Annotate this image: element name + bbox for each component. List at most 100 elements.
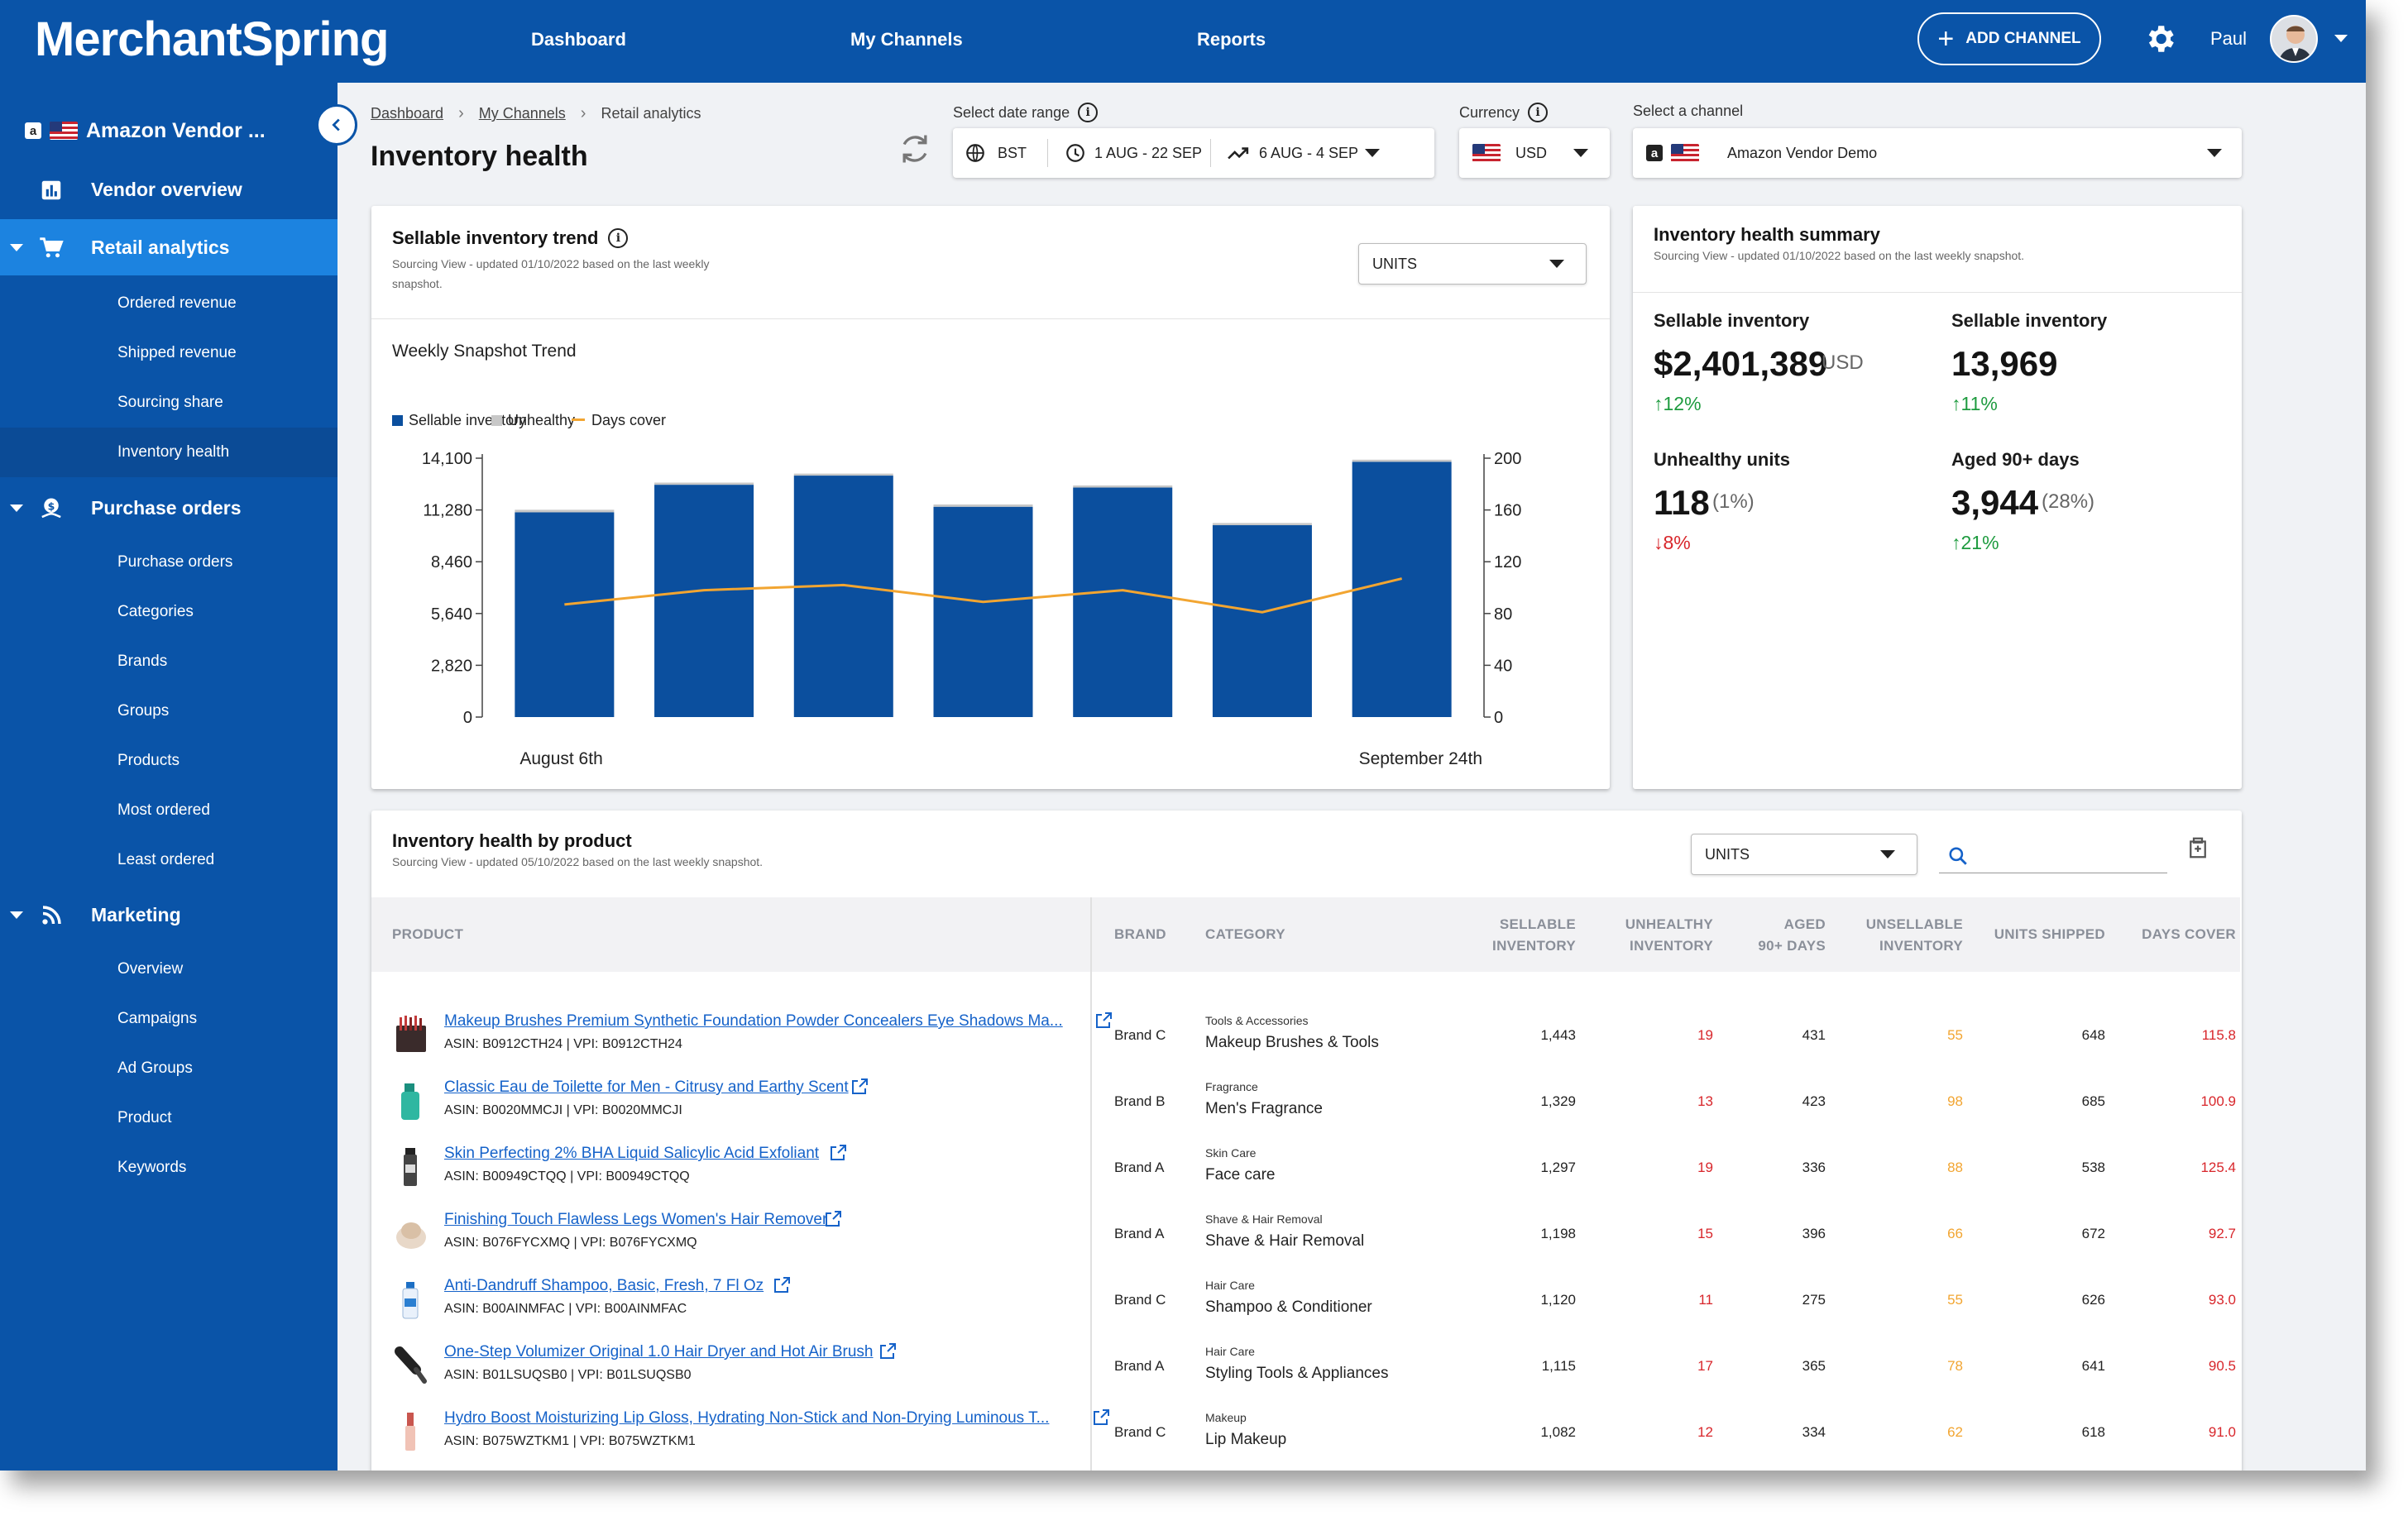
legend-unhealthy-swatch	[491, 415, 502, 426]
info-icon[interactable]: i	[1528, 103, 1549, 122]
product-link[interactable]: Finishing Touch Flawless Legs Women's Ha…	[444, 1211, 828, 1228]
sidebar-item-sourcing-share[interactable]: Sourcing share	[117, 394, 223, 411]
breadcrumb-my-channels[interactable]: My Channels	[478, 105, 566, 122]
legend-label: Unhealthy	[508, 412, 575, 428]
metric-delta-value: 12%	[1663, 393, 1702, 414]
product-thumbnail	[404, 1148, 417, 1186]
svg-text:$: $	[48, 500, 55, 512]
sidebar-item-brands[interactable]: Brands	[117, 653, 168, 670]
external-link-icon[interactable]	[823, 1209, 843, 1229]
external-link-icon[interactable]	[1091, 1408, 1111, 1428]
sidebar-item-ordered-revenue[interactable]: Ordered revenue	[117, 294, 237, 312]
frozen-column-divider	[1090, 1333, 1092, 1399]
info-icon[interactable]: i	[608, 228, 629, 248]
product-link[interactable]: Classic Eau de Toilette for Men - Citrus…	[444, 1078, 849, 1096]
channel-select[interactable]: a Amazon Vendor Demo	[1633, 128, 2242, 178]
external-link-icon[interactable]	[850, 1077, 869, 1097]
frozen-column-divider	[1090, 1002, 1092, 1069]
days-cover-cell: 92.7	[2208, 1226, 2236, 1241]
info-icon[interactable]: i	[1078, 103, 1099, 122]
avatar[interactable]	[2270, 15, 2318, 63]
column-sellable-inventory[interactable]: SELLABLE INVENTORY	[1432, 914, 1576, 957]
sidebar-item-vendor-overview[interactable]: Vendor overview	[0, 161, 338, 218]
purchase-orders-icon: $	[41, 498, 61, 519]
product-link[interactable]: One-Step Volumizer Original 1.0 Hair Dry…	[444, 1343, 874, 1361]
metric-value: 13,969	[1951, 344, 2058, 383]
sidebar-item-keywords[interactable]: Keywords	[117, 1159, 187, 1176]
unhealthy-cell: 11	[1698, 1292, 1713, 1308]
currency-value: USD	[1515, 144, 1548, 161]
us-flag-icon	[1671, 144, 1699, 162]
sidebar-item-most-ordered[interactable]: Most ordered	[117, 801, 210, 819]
column-unsellable-inventory[interactable]: UNSELLABLE INVENTORY	[1819, 914, 1963, 957]
product-link[interactable]: Anti-Dandruff Shampoo, Basic, Fresh, 7 F…	[444, 1277, 764, 1294]
gear-icon[interactable]	[2142, 22, 2177, 56]
channel-switcher[interactable]: a Amazon Vendor ...	[25, 114, 266, 147]
sidebar: a Amazon Vendor ... Vendor overview Reta…	[0, 83, 357, 1471]
sidebar-item-retail-analytics[interactable]: Retail analytics	[0, 219, 338, 275]
breadcrumb-dashboard[interactable]: Dashboard	[371, 105, 444, 122]
nav-dashboard[interactable]: Dashboard	[531, 29, 626, 50]
app-window: MerchantSpring Dashboard My Channels Rep…	[0, 0, 2366, 1471]
nav-my-channels[interactable]: My Channels	[850, 29, 963, 50]
unhealthy-cell: 13	[1697, 1093, 1713, 1109]
product-units-select[interactable]: UNITS	[1691, 834, 1917, 875]
column-aged-90-days[interactable]: AGED 90+ DAYS	[1682, 914, 1826, 957]
sidebar-item-purchase-orders-list[interactable]: Purchase orders	[117, 553, 233, 571]
external-link-icon[interactable]	[878, 1341, 898, 1361]
sidebar-item-marketing[interactable]: Marketing	[0, 887, 338, 943]
divider	[371, 318, 1610, 319]
metric-unit: USD	[1822, 352, 1864, 374]
y-tick-label-left: 5,640	[431, 605, 472, 624]
external-link-icon[interactable]	[1094, 1011, 1113, 1031]
product-search-input[interactable]	[1939, 835, 2167, 873]
column-units-shipped[interactable]: UNITS SHIPPED	[1994, 926, 2105, 942]
refresh-icon[interactable]	[897, 131, 933, 167]
sidebar-item-groups[interactable]: Groups	[117, 702, 170, 720]
rss-icon	[42, 906, 61, 925]
aged-cell: 334	[1802, 1424, 1826, 1440]
product-link[interactable]: Hydro Boost Moisturizing Lip Gloss, Hydr…	[444, 1409, 1050, 1427]
category-cell: Styling Tools & Appliances	[1205, 1365, 1389, 1382]
sidebar-item-marketing-overview[interactable]: Overview	[117, 960, 184, 978]
column-unhealthy-inventory[interactable]: UNHEALTHY INVENTORY	[1569, 914, 1713, 957]
date-range-picker[interactable]: BST 1 AUG - 22 SEP 6 AUG - 4 SEP	[953, 128, 1434, 178]
export-icon[interactable]	[2185, 835, 2210, 860]
add-channel-button[interactable]: + ADD CHANNEL	[1917, 12, 2101, 65]
sidebar-item-campaigns[interactable]: Campaigns	[117, 1010, 198, 1027]
sellable-cell: 1,297	[1540, 1160, 1576, 1175]
sidebar-item-purchase-orders[interactable]: $ Purchase orders	[0, 480, 338, 536]
sidebar-item-ad-groups[interactable]: Ad Groups	[117, 1059, 193, 1077]
category-parent: Hair Care	[1205, 1345, 1255, 1358]
column-days-cover[interactable]: DAYS COVER	[2142, 926, 2236, 942]
product-link[interactable]: Skin Perfecting 2% BHA Liquid Salicylic …	[444, 1145, 820, 1162]
sidebar-item-categories[interactable]: Categories	[117, 603, 194, 620]
chevron-down-icon	[10, 911, 23, 919]
currency-select[interactable]: USD	[1459, 128, 1610, 178]
unhealthy-cell: 12	[1697, 1424, 1713, 1440]
column-category[interactable]: CATEGORY	[1205, 926, 1285, 942]
nav-reports[interactable]: Reports	[1197, 29, 1266, 50]
sidebar-item-shipped-revenue[interactable]: Shipped revenue	[117, 344, 237, 361]
sidebar-item-inventory-health[interactable]: Inventory health	[0, 428, 338, 477]
trend-card-subtitle-line: Sourcing View - updated 01/10/2022 based…	[392, 257, 710, 270]
unhealthy-cell: 17	[1697, 1358, 1713, 1374]
product-link[interactable]: Makeup Brushes Premium Synthetic Foundat…	[444, 1012, 1063, 1030]
metric-label: Aged 90+ days	[1951, 449, 2080, 470]
user-menu-caret-icon[interactable]	[2334, 35, 2348, 42]
column-product[interactable]: PRODUCT	[392, 926, 464, 942]
arrow-up-icon: ↑	[1951, 393, 1961, 414]
sidebar-item-product[interactable]: Product	[117, 1109, 172, 1126]
units-shipped-cell: 685	[2081, 1093, 2105, 1109]
column-brand[interactable]: BRAND	[1114, 926, 1166, 942]
sidebar-item-products[interactable]: Products	[117, 752, 180, 769]
trend-units-select[interactable]: UNITS	[1358, 243, 1587, 285]
external-link-icon[interactable]	[772, 1275, 792, 1295]
sidebar-item-label: Retail analytics	[91, 236, 230, 258]
product-asin: ASIN: B0912CTH24 | VPI: B0912CTH24	[444, 1037, 682, 1051]
y-tick-label-right: 0	[1494, 709, 1503, 727]
external-link-icon[interactable]	[828, 1143, 848, 1163]
collapse-sidebar-button[interactable]	[316, 104, 357, 146]
sidebar-item-least-ordered[interactable]: Least ordered	[117, 851, 215, 868]
user-name[interactable]: Paul	[2210, 28, 2248, 49]
